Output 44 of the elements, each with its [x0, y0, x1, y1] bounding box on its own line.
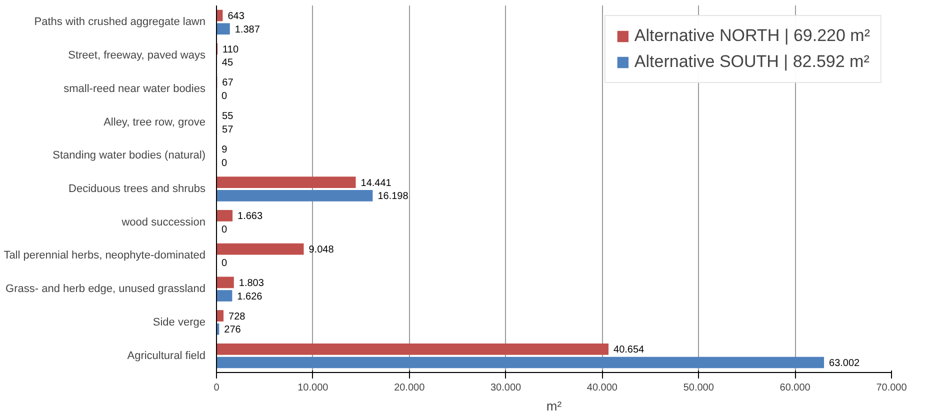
data-label: 67: [222, 78, 234, 89]
data-label: 0: [222, 91, 228, 102]
data-label: 1.387: [234, 24, 260, 36]
data-label: 728: [228, 311, 246, 322]
data-label: 40.654: [614, 344, 645, 356]
data-label: 14.441: [360, 178, 392, 189]
data-label: 0: [222, 158, 228, 169]
data-label: 0: [222, 258, 228, 269]
data-label: 16.198: [378, 191, 409, 202]
legend-label: Alternative NORTH | 69.220 m²: [634, 26, 870, 46]
data-label: 643: [228, 11, 245, 22]
data-label: 1.803: [238, 278, 264, 289]
y-tick-label: small-reed near water bodies: [64, 82, 206, 95]
data-label: 1.663: [238, 211, 263, 222]
x-tick-label: 10.000: [298, 382, 329, 394]
data-label: 9: [222, 144, 228, 156]
x-tick-label: 70.000: [876, 382, 908, 394]
data-label: 276: [224, 324, 242, 336]
data-label: 1.626: [237, 291, 263, 302]
y-tick-label: Tall perennial herbs, neophyte-dominated: [4, 250, 206, 262]
data-label: 63.002: [829, 358, 860, 369]
legend-label: Alternative SOUTH | 82.592 m²: [634, 52, 870, 72]
x-tick-label: 20.000: [394, 382, 426, 394]
x-tick-label: 60.000: [780, 382, 811, 394]
data-label: 9.048: [308, 244, 334, 256]
y-tick-label: Grass- and herb edge, unused grassland: [6, 283, 206, 296]
y-tick-label: Deciduous trees and shrubs: [68, 183, 206, 195]
data-label: 0: [222, 224, 228, 236]
y-tick-label: Alley, tree row, grove: [104, 116, 206, 128]
y-tick-label: Street, freeway, paved ways: [68, 50, 206, 62]
x-axis-title: m²: [546, 398, 562, 414]
data-label: 45: [222, 58, 234, 69]
y-tick-label: Standing water bodies (natural): [52, 150, 206, 162]
y-tick-label: Agricultural field: [127, 350, 206, 362]
y-tick-label: Side verge: [152, 316, 206, 328]
x-tick-label: 30.000: [490, 382, 522, 394]
y-tick-label: Paths with crushed aggregate lawn: [34, 16, 206, 28]
data-label: 57: [222, 124, 234, 136]
x-tick-label: 40.000: [586, 382, 618, 394]
x-tick-label: 0: [214, 382, 220, 394]
data-label: 110: [222, 44, 239, 56]
x-tick-label: 50.000: [683, 382, 714, 394]
data-label: 55: [222, 111, 234, 122]
y-tick-label: wood succession: [120, 216, 206, 228]
